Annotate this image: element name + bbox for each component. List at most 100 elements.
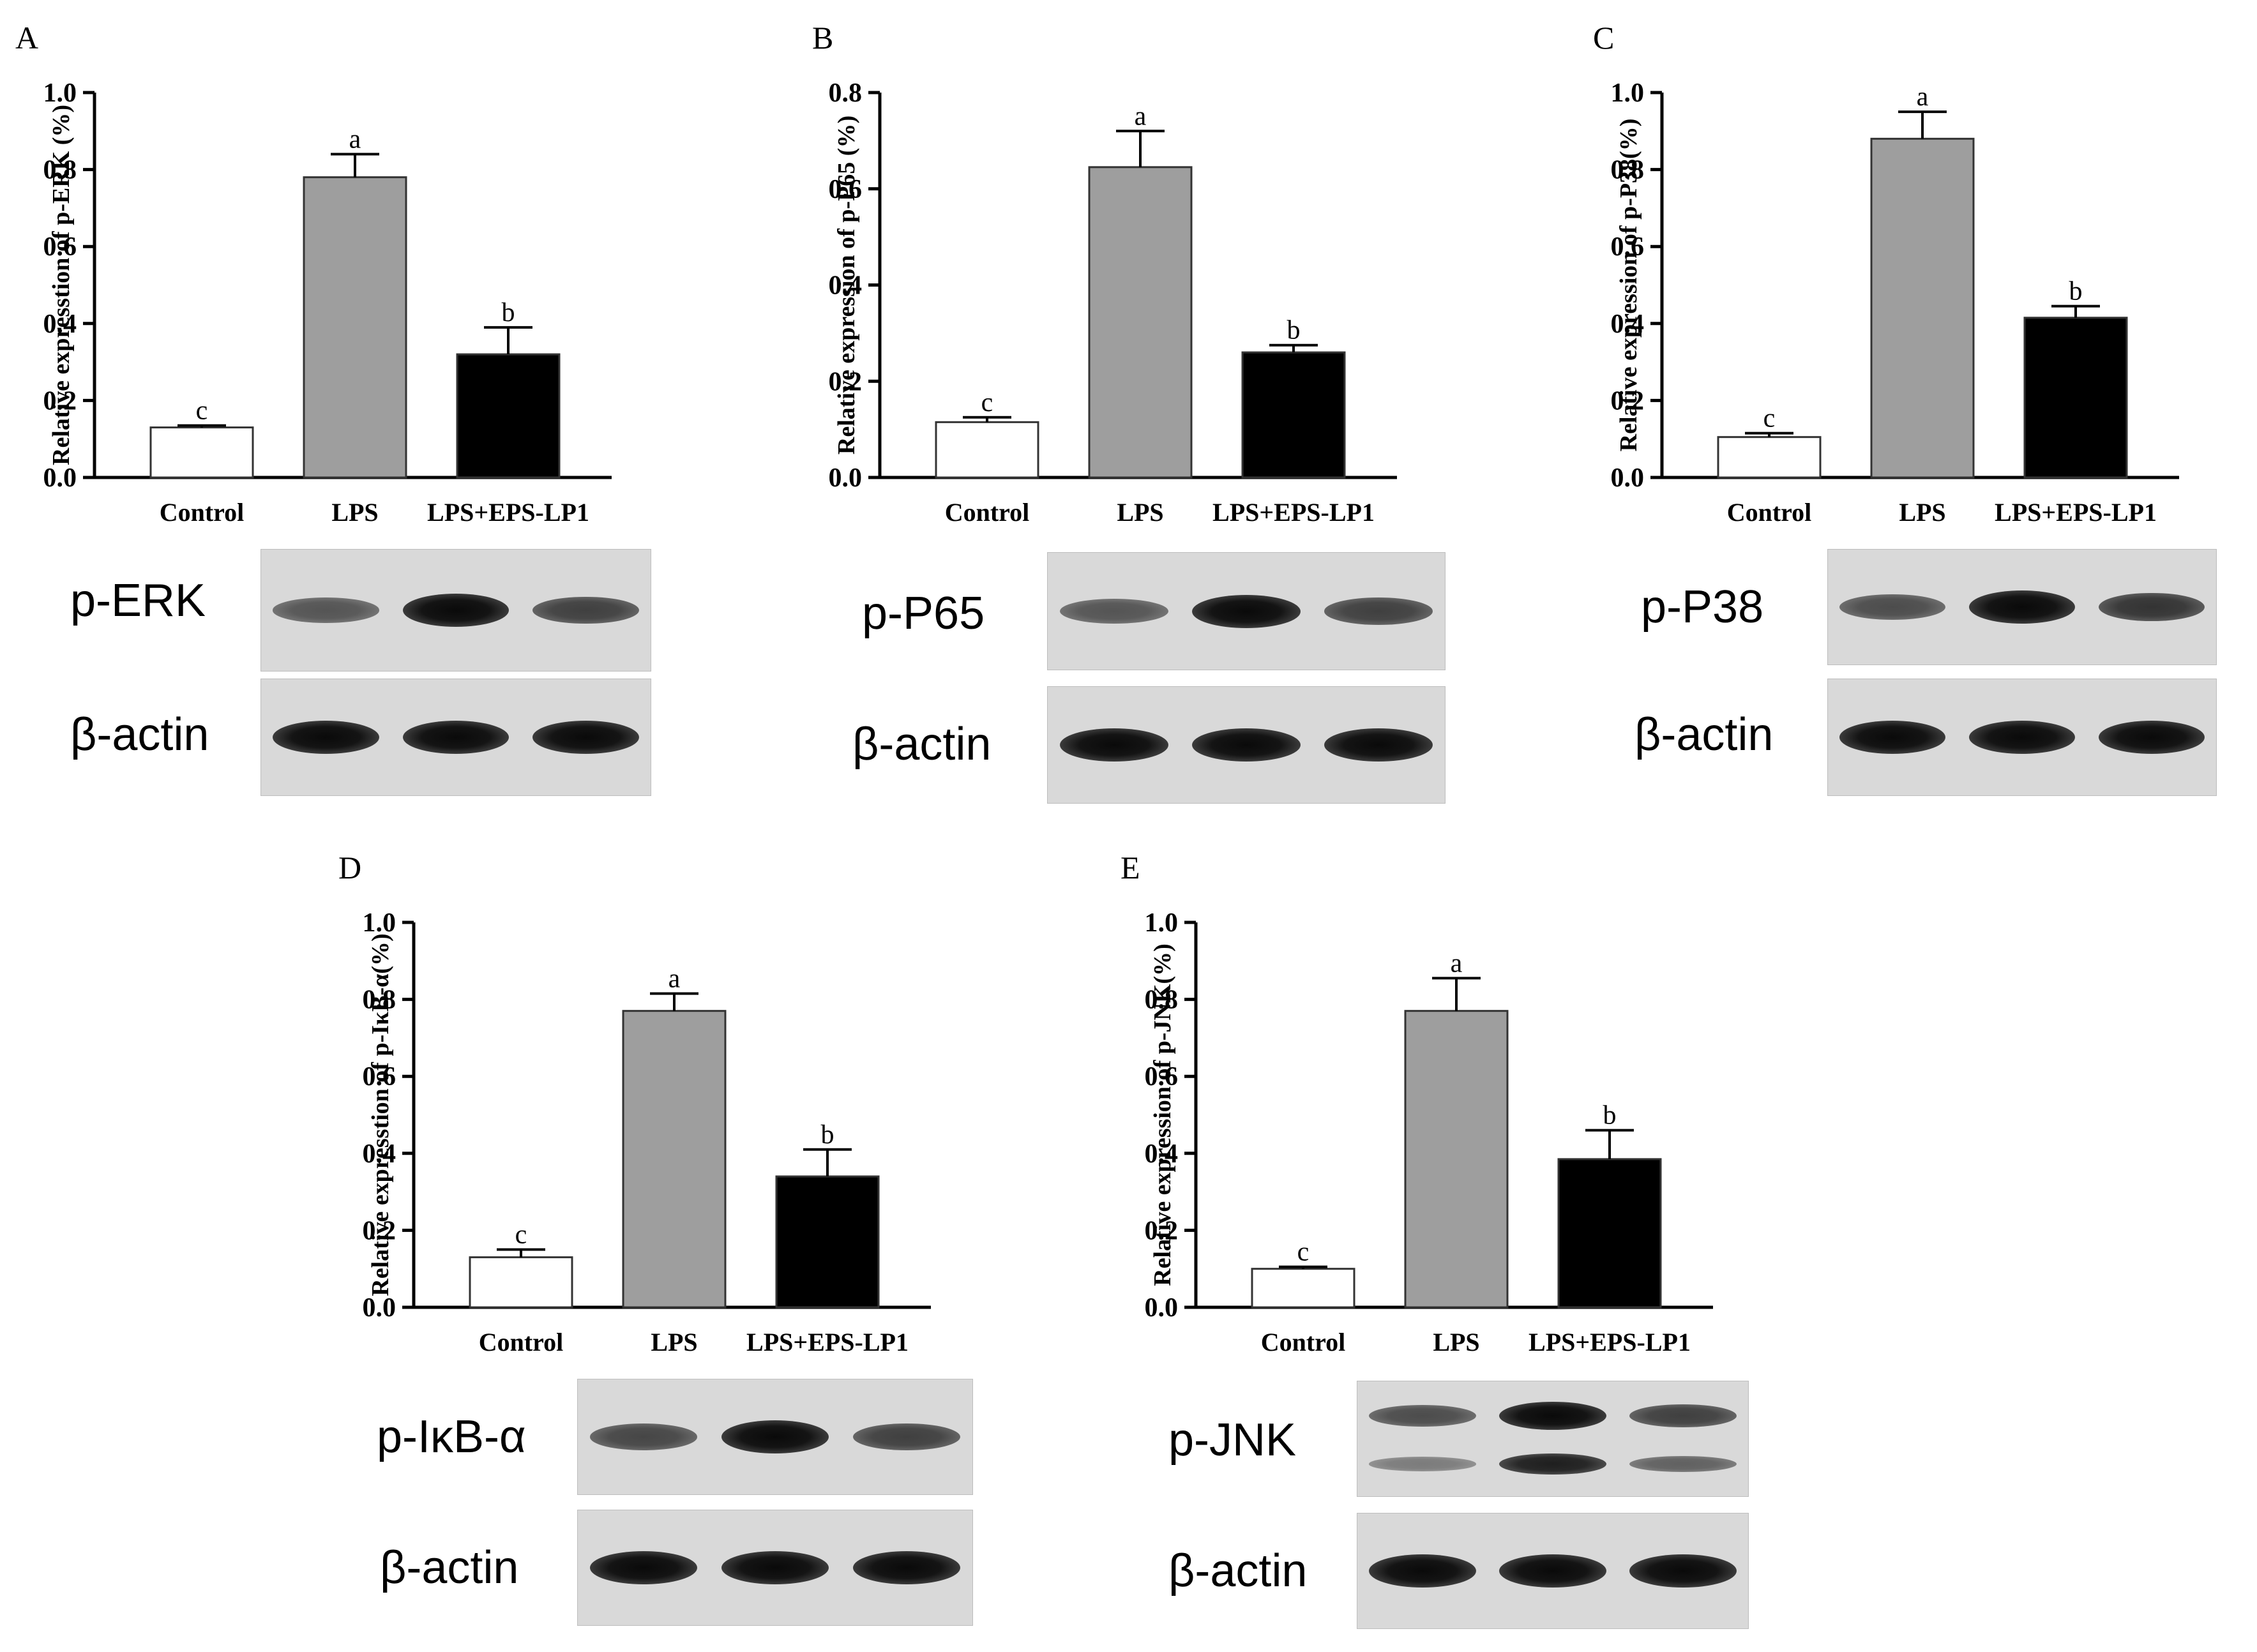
blot-label-beta-actin-e: β-actin xyxy=(1168,1545,1308,1596)
blot-beta-actin-b xyxy=(1047,686,1446,804)
y-tick-label: 0.8 xyxy=(1611,156,1645,185)
y-tick-label: 0.0 xyxy=(1611,463,1645,493)
x-tick-label: LPS+EPS-LP1 xyxy=(1995,498,2157,527)
significance-letter: b xyxy=(821,1120,834,1150)
blot-band xyxy=(1191,594,1301,628)
blot-band xyxy=(1968,590,2076,624)
blot-p-p38 xyxy=(1827,549,2217,665)
bar-lps xyxy=(1870,137,1975,479)
x-tick-label: LPS+EPS-LP1 xyxy=(1529,1328,1691,1356)
significance-letter: b xyxy=(502,298,515,327)
y-tick-label: 0.6 xyxy=(1611,232,1645,262)
y-tick-label: 0.4 xyxy=(829,271,863,301)
blot-band xyxy=(852,1551,961,1584)
x-tick-label: Control xyxy=(160,498,245,527)
bar-lps xyxy=(622,1010,727,1309)
y-tick-label: 0.4 xyxy=(363,1139,396,1169)
blot-band xyxy=(1499,1453,1606,1475)
y-tick-label: 0.6 xyxy=(363,1062,396,1092)
panel-letter-b: B xyxy=(812,20,834,56)
significance-letter: a xyxy=(668,965,681,994)
y-axis-label: Relative expresstion of p-IκB-α(%) xyxy=(367,933,394,1296)
bar-treatment xyxy=(1241,351,1346,479)
blot-band xyxy=(273,721,380,754)
bar-control xyxy=(1251,1268,1355,1309)
y-tick-label: 0.2 xyxy=(363,1216,396,1245)
y-tick-label: 0.0 xyxy=(363,1293,396,1323)
y-axis-label: Relative expression of p-JNK(%) xyxy=(1149,943,1176,1286)
bar-lps xyxy=(303,176,407,479)
blot-beta-actin-d xyxy=(577,1510,973,1626)
x-tick-label: LPS xyxy=(651,1328,697,1356)
panel-letter-a: A xyxy=(15,20,39,56)
y-tick-label: 1.0 xyxy=(1611,79,1645,108)
x-tick-label: Control xyxy=(945,498,1030,527)
y-tick-label: 0.2 xyxy=(1145,1216,1179,1245)
y-tick-label: 0.0 xyxy=(43,463,77,493)
bar-chart-a: Relative expresstion of p-ERK (%)0.0 0.2 0… xyxy=(43,79,612,527)
blot-band xyxy=(1839,594,1946,620)
significance-letter: c xyxy=(515,1220,527,1250)
blot-p-p65 xyxy=(1047,552,1446,670)
significance-letter: b xyxy=(2069,277,2083,306)
y-tick-label: 0.4 xyxy=(1611,310,1645,339)
x-tick-label: LPS+EPS-LP1 xyxy=(427,498,589,527)
blot-band xyxy=(1369,1404,1476,1427)
significance-letter: a xyxy=(1917,82,1929,112)
blot-p-jnk xyxy=(1357,1381,1749,1497)
blot-beta-actin-e xyxy=(1357,1513,1749,1629)
x-tick-label: Control xyxy=(479,1328,564,1356)
blot-band xyxy=(1324,597,1433,625)
y-tick-label: 0.4 xyxy=(1145,1139,1179,1169)
y-tick-label: 0.2 xyxy=(829,367,863,396)
blot-band xyxy=(1629,1404,1737,1428)
y-axis-label: Relative expression of p-P65 (%) xyxy=(833,116,860,454)
significance-letter: a xyxy=(1135,101,1147,131)
blot-band xyxy=(402,594,510,627)
blot-band xyxy=(1324,728,1433,762)
blot-band xyxy=(1059,728,1168,762)
blot-band xyxy=(721,1420,829,1453)
y-tick-label: 0.8 xyxy=(43,156,77,185)
x-tick-label: Control xyxy=(1261,1328,1346,1356)
bar-control xyxy=(149,426,254,479)
blot-band xyxy=(1499,1554,1606,1588)
x-tick-label: LPS xyxy=(1117,498,1163,527)
y-tick-label: 1.0 xyxy=(43,79,77,108)
blot-band xyxy=(1629,1455,1737,1473)
bar-control xyxy=(1717,436,1822,479)
blot-label-p-ikb-alpha: p-IκB-α xyxy=(377,1411,526,1462)
x-tick-label: LPS+EPS-LP1 xyxy=(746,1328,909,1356)
y-tick-label: 1.0 xyxy=(1145,908,1179,938)
bar-lps xyxy=(1404,1010,1509,1309)
blot-band xyxy=(852,1423,961,1451)
blot-beta-actin-a xyxy=(260,679,651,796)
y-tick-label: 0.6 xyxy=(829,175,863,204)
blot-band xyxy=(1369,1554,1476,1588)
y-tick-label: 0.4 xyxy=(43,310,77,339)
blot-band xyxy=(589,1423,698,1450)
bar-treatment xyxy=(1557,1158,1662,1309)
significance-letter: b xyxy=(1287,316,1301,345)
bar-chart-e: Relative expression of p-JNK(%) 0.0 0.2 0.4… xyxy=(1145,908,1713,1356)
x-tick-label: Control xyxy=(1727,498,1812,527)
blot-label-beta-actin-a: β-actin xyxy=(70,709,209,760)
significance-letter: b xyxy=(1603,1101,1617,1130)
blot-band xyxy=(1629,1554,1737,1588)
y-tick-label: 0.2 xyxy=(43,386,77,416)
blot-band xyxy=(2098,592,2205,622)
bar-control xyxy=(935,421,1039,479)
y-tick-label: 0.8 xyxy=(363,986,396,1015)
significance-letter: c xyxy=(1297,1238,1310,1267)
blot-band xyxy=(1191,728,1301,762)
y-tick-label: 1.0 xyxy=(363,908,396,938)
panel-letter-d: D xyxy=(338,850,362,885)
bar-treatment xyxy=(2023,317,2128,479)
blot-label-beta-actin-c: β-actin xyxy=(1634,709,1774,760)
blot-band xyxy=(1968,721,2076,754)
x-tick-label: LPS+EPS-LP1 xyxy=(1212,498,1375,527)
blot-band xyxy=(532,721,639,754)
blot-band xyxy=(2098,721,2205,754)
bar-treatment xyxy=(456,353,561,479)
blot-band xyxy=(402,721,510,754)
